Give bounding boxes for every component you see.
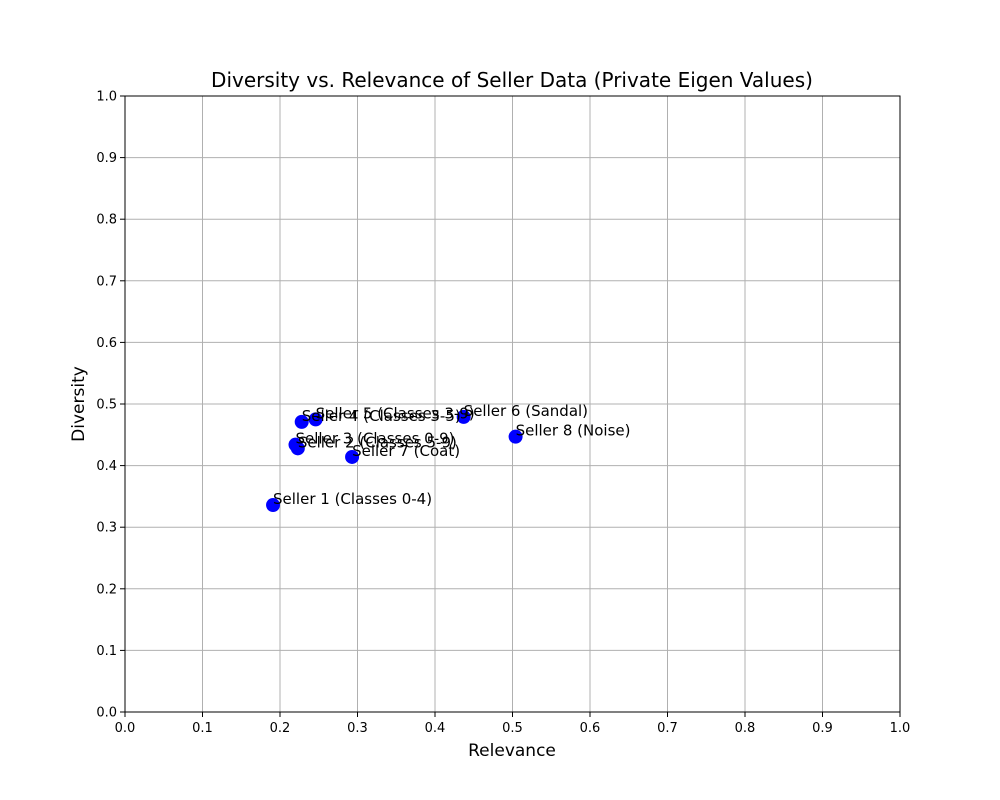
x-tick-label: 0.3: [347, 721, 368, 736]
x-tick-label: 0.6: [580, 721, 601, 736]
x-axis-label: Relevance: [468, 741, 556, 761]
point-label: Seller 8 (Noise): [516, 422, 631, 440]
point-label: Seller 7 (Coat): [352, 442, 460, 460]
y-tick-label: 0.5: [96, 398, 117, 413]
point-label: Seller 1 (Classes 0-4): [273, 490, 432, 508]
y-tick-label: 0.1: [96, 644, 117, 659]
point-label: Seller 3 (Classes 0-9): [296, 430, 455, 448]
x-tick-label: 0.7: [657, 721, 678, 736]
y-tick-label: 0.8: [96, 213, 117, 228]
point-label: Seller 6 (Sandal): [464, 402, 588, 420]
plot-frame: [124, 95, 901, 713]
data-point: [345, 449, 360, 464]
x-tick-label: 0.5: [502, 721, 523, 736]
point-label: Seller 5 (Classes 3-9): [316, 404, 475, 422]
y-tick-label: 0.4: [96, 459, 117, 474]
x-tick-label: 1.0: [890, 721, 911, 736]
y-tick-label: 0.7: [96, 274, 117, 289]
data-point: [456, 409, 471, 424]
data-points: [266, 409, 523, 513]
data-point: [288, 437, 303, 452]
data-point: [308, 412, 323, 427]
y-tick-label: 0.2: [96, 582, 117, 597]
x-tick-label: 0.1: [192, 721, 213, 736]
x-tick-label: 0.0: [115, 721, 136, 736]
data-point: [266, 498, 281, 513]
data-point: [294, 414, 309, 429]
y-tick-label: 0.6: [96, 336, 117, 351]
y-tick-label: 0.3: [96, 521, 117, 536]
point-label: Seller 2 (Classes 5-9): [298, 433, 457, 451]
y-axis-ticks: 0.0 0.1 0.2 0.3 0.4 0.5 0.6 0.7 0.8 0.9 1.0: [96, 90, 125, 721]
x-tick-label: 0.2: [270, 721, 291, 736]
y-axis-label: Diversity: [69, 366, 89, 442]
y-tick-label: 0.0: [96, 706, 117, 721]
data-point: [508, 429, 523, 444]
point-label: Seller 4 (Classes 3-5): [302, 407, 461, 425]
y-tick-label: 0.9: [96, 151, 117, 166]
chart-title: Diversity vs. Relevance of Seller Data (…: [211, 68, 813, 92]
point-labels: Seller 1 (Classes 0-4) Seller 2 (Classes …: [273, 402, 630, 508]
x-axis-ticks: 0.0 0.1 0.2 0.3 0.4 0.5 0.6 0.7 0.8 0.9 1.0: [115, 712, 911, 736]
x-tick-label: 0.4: [425, 721, 446, 736]
y-tick-label: 1.0: [96, 90, 117, 105]
x-tick-label: 0.8: [735, 721, 756, 736]
x-tick-label: 0.9: [812, 721, 833, 736]
